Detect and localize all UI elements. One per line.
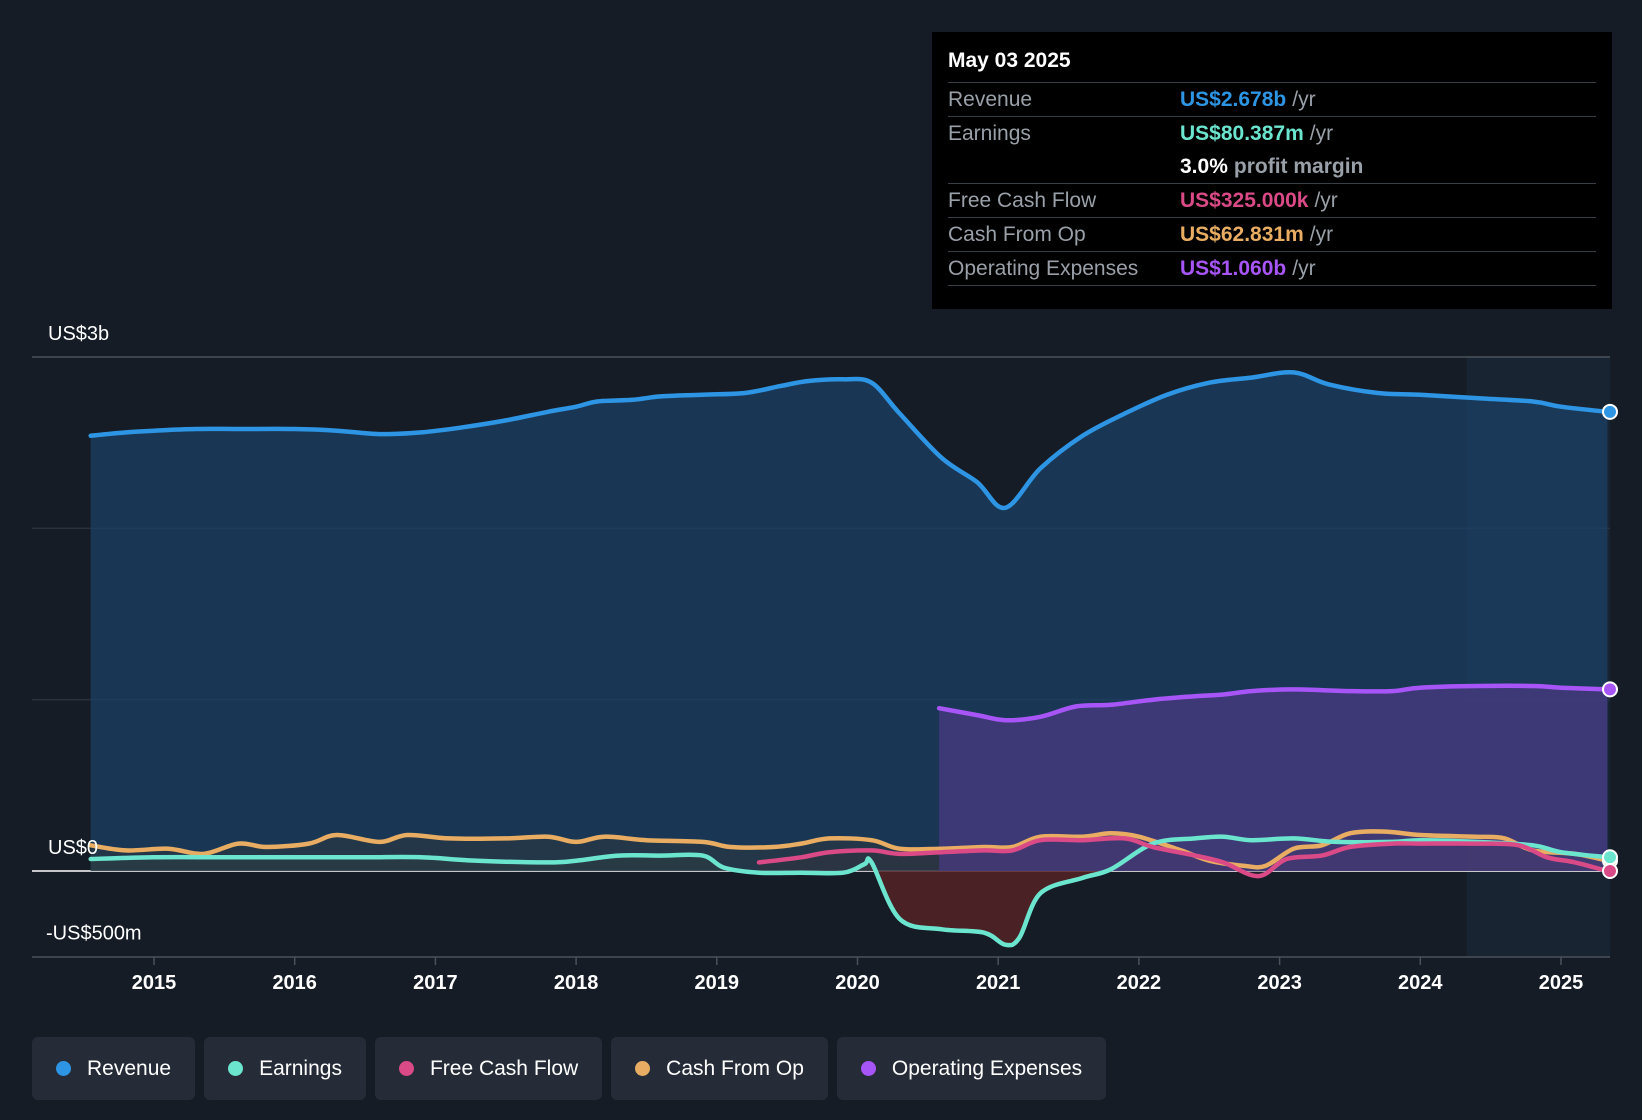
series-end-markers	[1602, 403, 1618, 879]
x-tick-label: 2023	[1257, 972, 1302, 994]
legend-item-free-cash-flow[interactable]: Free Cash Flow	[374, 1037, 603, 1100]
tooltip-row-value: US$2.678b	[1180, 87, 1287, 111]
tooltip-row-unit: /yr	[1292, 87, 1316, 111]
tooltip-rows: Revenue US$2.678b/yr Earnings US$80.387m/yr…	[948, 82, 1596, 286]
x-tick-label: 2025	[1539, 972, 1584, 994]
tooltip-row: Free Cash Flow US$325.000k/yr	[948, 183, 1596, 217]
tooltip-row-unit: profit margin	[1233, 154, 1364, 178]
x-tick-label: 2021	[976, 972, 1021, 994]
tooltip-row-value: US$325.000k	[1180, 188, 1309, 212]
x-tick-label: 2019	[695, 972, 740, 994]
x-tick-label: 2020	[835, 972, 880, 994]
legend-label: Free Cash Flow	[429, 1056, 579, 1080]
line-revenue	[88, 369, 1610, 511]
tooltip-row-value: US$80.387m	[1180, 121, 1304, 145]
tooltip-row-value: US$1.060b	[1180, 256, 1287, 280]
y-axis-label-bottom: -US$500m	[46, 923, 142, 945]
legend-dot-icon	[56, 1061, 71, 1076]
series-lines	[88, 369, 1610, 948]
tooltip-row-unit: /yr	[1309, 121, 1334, 145]
line-cash-from-op	[88, 829, 1610, 870]
tooltip-row-unit: /yr	[1314, 188, 1338, 212]
line-operating-expenses	[936, 683, 1610, 723]
line-earnings	[88, 834, 1610, 948]
legend-label: Earnings	[259, 1056, 342, 1080]
end-marker-free-cash-flow	[1602, 863, 1618, 879]
area-operating-expenses	[939, 685, 1608, 871]
tooltip-row-unit: /yr	[1309, 222, 1334, 246]
legend-item-revenue[interactable]: Revenue	[32, 1037, 196, 1100]
legend-item-earnings[interactable]: Earnings	[204, 1037, 366, 1100]
tooltip-row-value: 3.0%	[1180, 154, 1228, 178]
legend-item-cash-from-op[interactable]: Cash From Op	[611, 1037, 828, 1100]
x-tick-label: 2022	[1117, 972, 1162, 994]
x-tick-label: 2015	[132, 972, 177, 994]
tooltip-row-label: Earnings	[948, 121, 1031, 145]
legend-dot-icon	[228, 1061, 244, 1076]
tooltip-row: Operating Expenses US$1.060b/yr	[948, 251, 1596, 286]
tooltip-row-label: Cash From Op	[948, 222, 1086, 246]
y-axis-label-top: US$3b	[48, 323, 109, 345]
tooltip-row-unit: /yr	[1292, 256, 1316, 280]
legend-label: Cash From Op	[666, 1056, 804, 1080]
legend-item-operating-expenses[interactable]: Operating Expenses	[836, 1037, 1107, 1100]
tooltip-date: May 03 2025	[948, 49, 1071, 72]
x-tick-label: 2017	[413, 972, 458, 994]
y-axis-label-zero: US$0	[48, 837, 98, 859]
end-marker-operating-expenses	[1602, 681, 1618, 698]
x-tick-label: 2018	[554, 972, 599, 994]
x-tick-label: 2016	[272, 972, 317, 994]
legend-dot-icon	[398, 1061, 414, 1076]
tooltip-row: Revenue US$2.678b/yr	[948, 82, 1596, 116]
tooltip-row-label: Free Cash Flow	[948, 188, 1097, 212]
x-axis: 2015 2016 2017 2018 2019 2020 2021 2022 2023 2024…	[132, 957, 1584, 994]
data-tooltip: May 03 2025 Revenue US$2.678b/yr Earnings U…	[932, 32, 1612, 309]
legend-label: Revenue	[87, 1056, 172, 1080]
end-marker-earnings	[1602, 849, 1618, 866]
legend-dot-icon	[635, 1061, 651, 1076]
legend-label: Operating Expenses	[891, 1056, 1083, 1080]
end-marker-revenue	[1602, 403, 1618, 420]
tooltip-row-label: Revenue	[948, 87, 1033, 111]
negative-earnings-area	[871, 862, 1111, 946]
tooltip-row-value: US$62.831m	[1180, 222, 1304, 246]
x-tick-label: 2024	[1398, 972, 1443, 994]
tooltip-row: Cash From Op US$62.831m/yr	[948, 217, 1596, 251]
tooltip-row: Earnings US$80.387m/yr	[948, 116, 1596, 150]
legend-dot-icon	[860, 1061, 876, 1076]
tooltip-row: 3.0% profit margin	[948, 150, 1596, 183]
chart-legend: Revenue Earnings Free Cash Flow Cash From O…	[32, 1037, 1107, 1100]
tooltip-row-label: Operating Expenses	[948, 256, 1139, 280]
line-free-cash-flow	[756, 835, 1610, 879]
